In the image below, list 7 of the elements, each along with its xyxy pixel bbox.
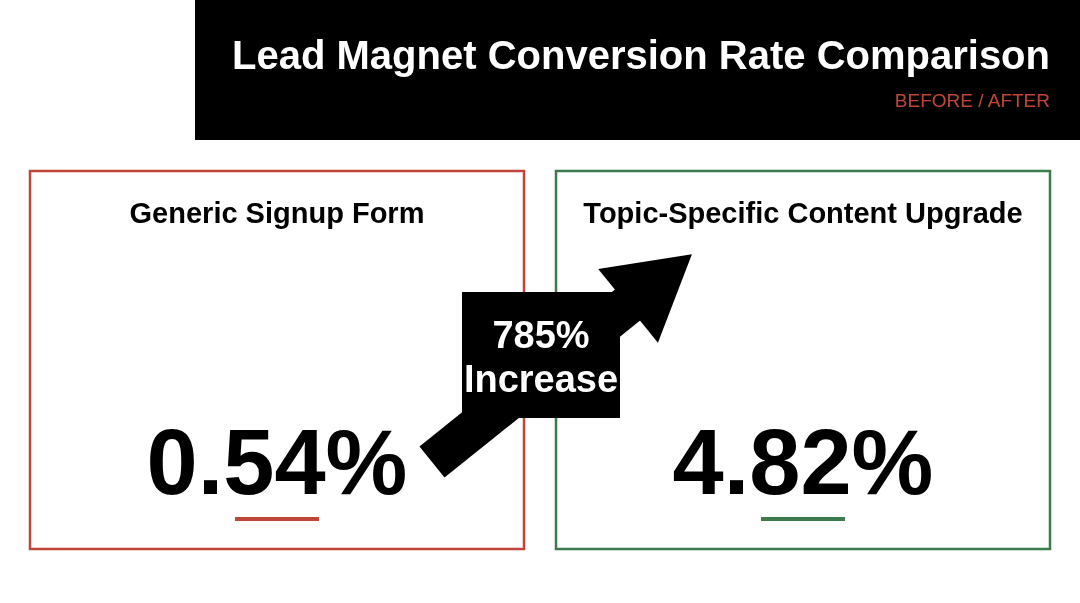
text: 785% Increase [463, 314, 619, 400]
category-label: Topic-Specific Content Upgrade [583, 197, 1023, 229]
text: Lead Magnet Conversion Rate Comparison [232, 33, 1050, 77]
category-label: Generic Signup Form [129, 197, 425, 229]
text: BEFORE / AFTER [894, 90, 1050, 111]
data-label: 0.54% [146, 411, 408, 513]
data-label: 4.82% [672, 411, 934, 513]
